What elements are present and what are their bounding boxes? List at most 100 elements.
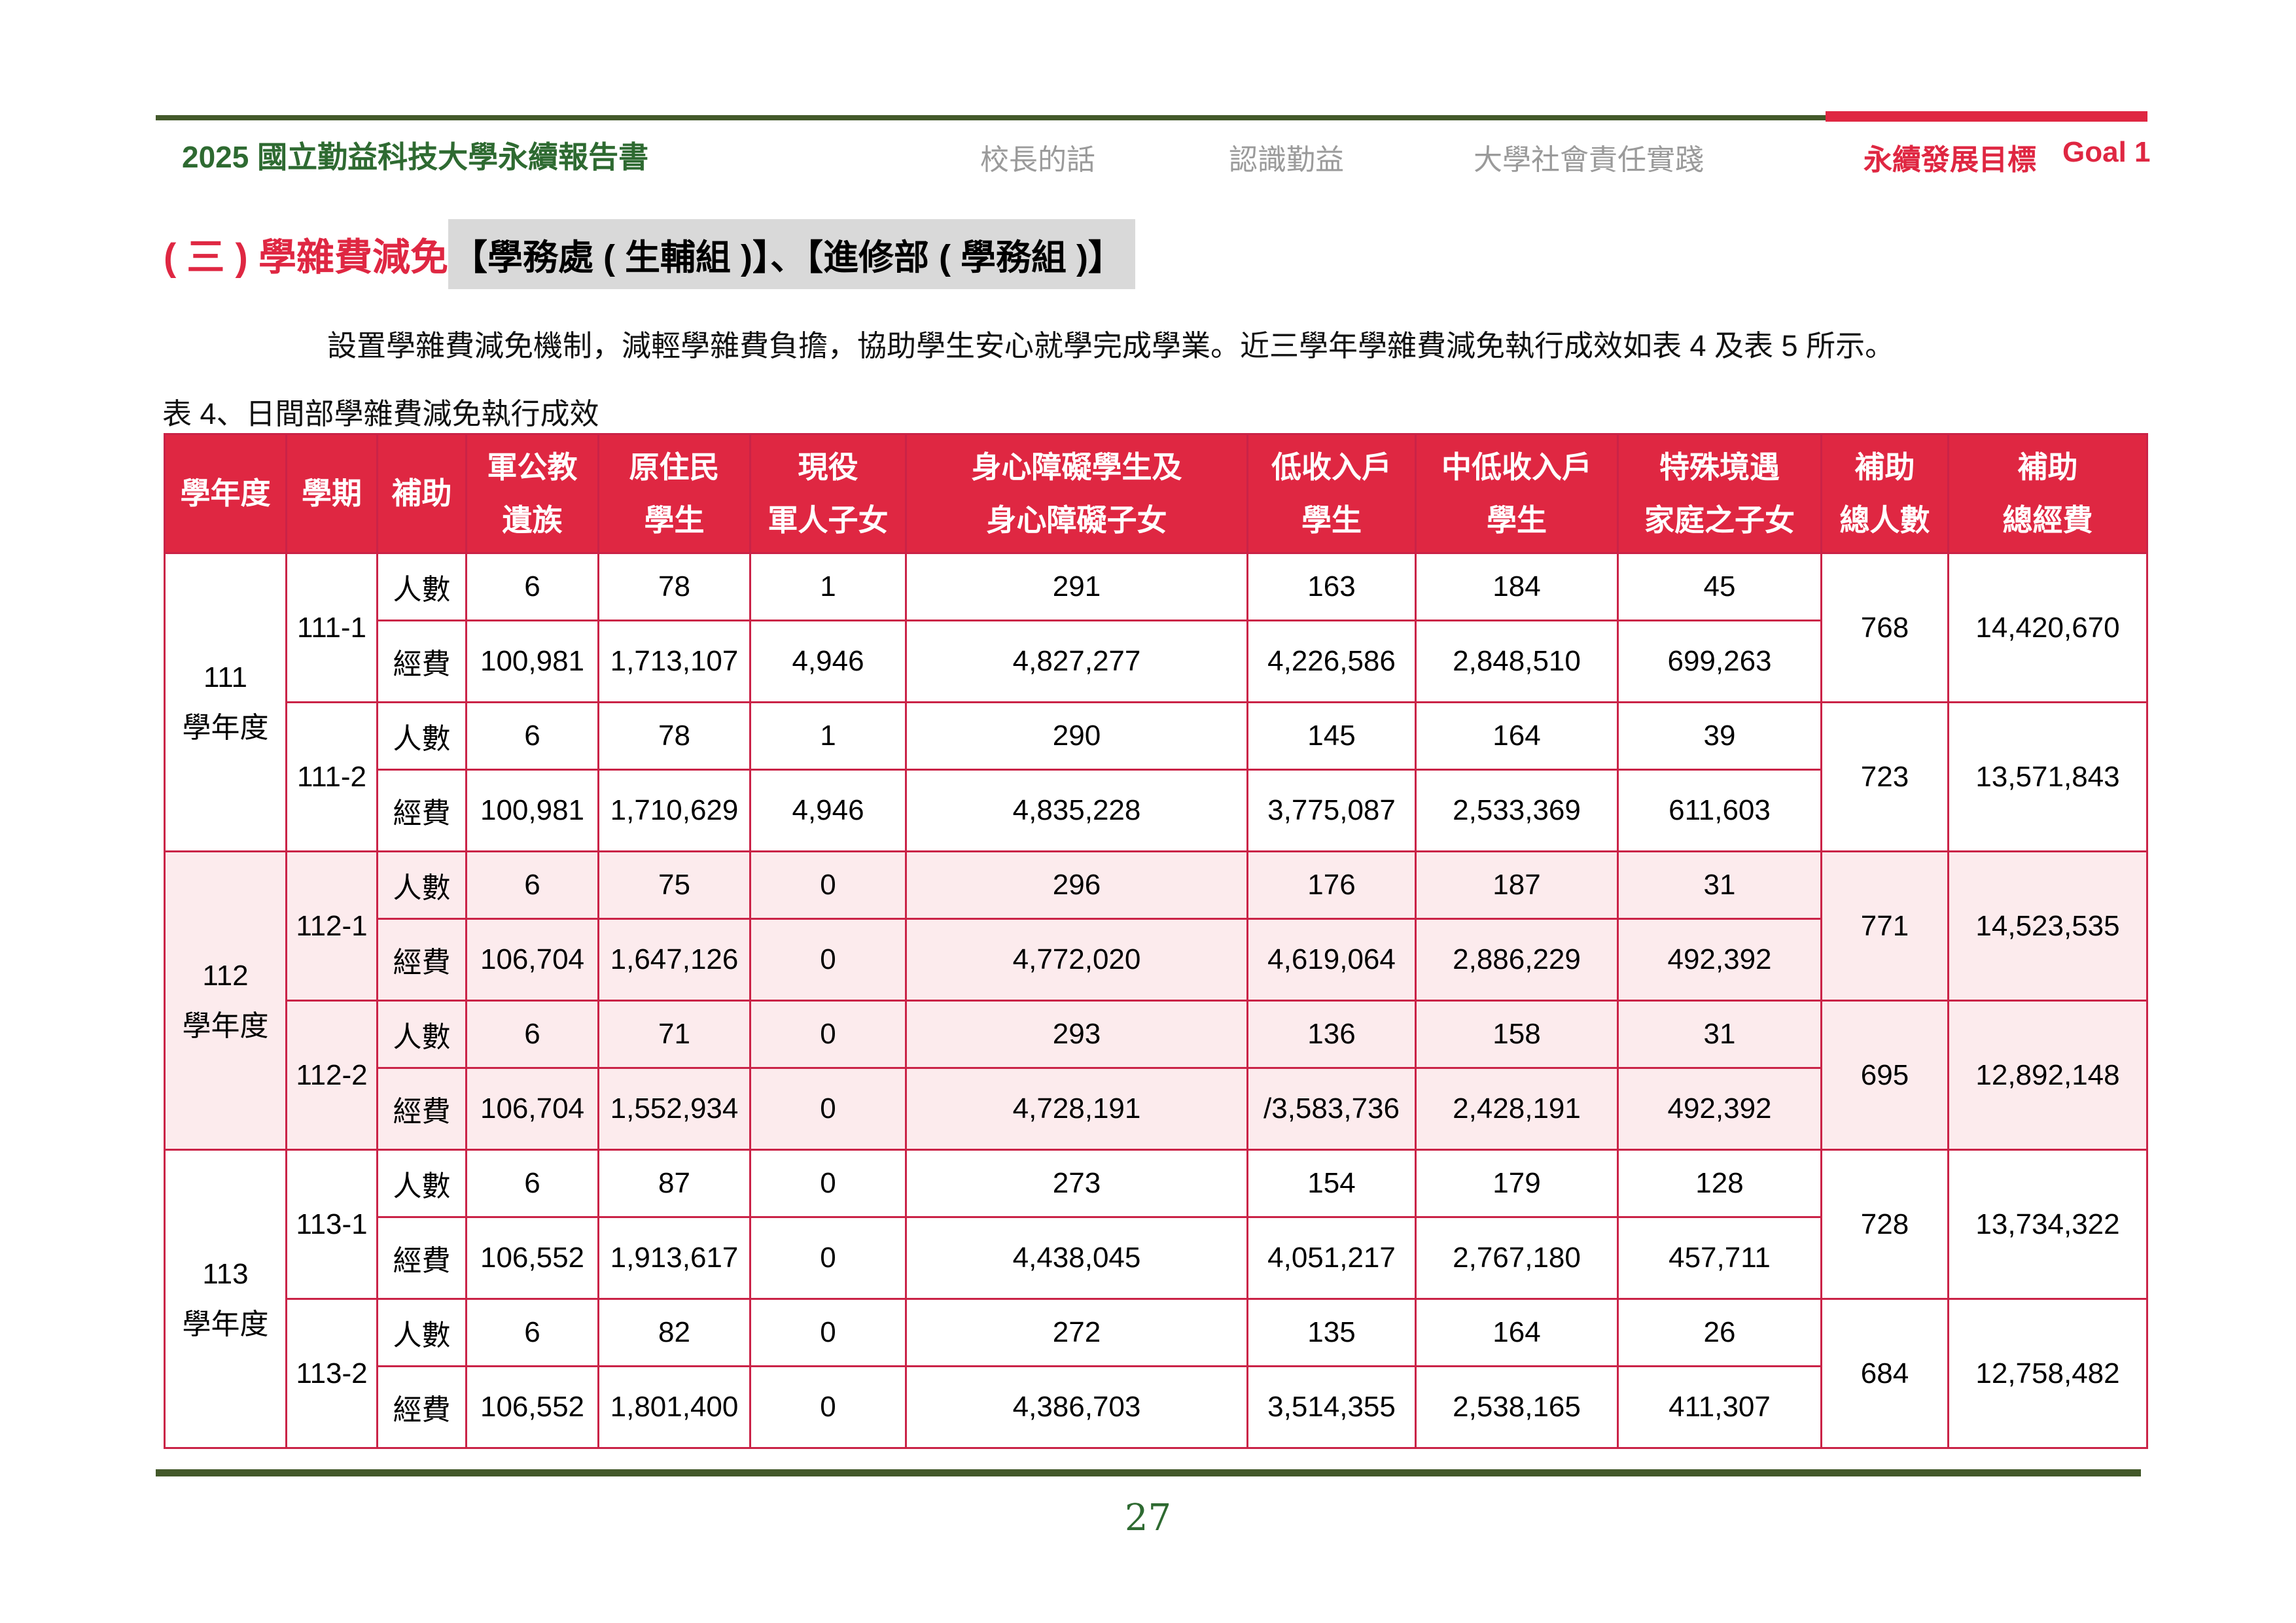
col-header-3: 補助 [376, 433, 467, 554]
value-cell: 2,428,191 [1415, 1067, 1619, 1151]
value-cell: 0 [749, 1365, 907, 1449]
col-header-12: 補助 總經費 [1947, 433, 2148, 554]
value-cell: 176 [1246, 850, 1417, 920]
table-row: 經費 100,981 1,713,107 4,946 4,827,277 4,226,58… [165, 620, 2147, 703]
total-funds-cell: 13,734,322 [1947, 1149, 2148, 1300]
value-cell: 164 [1415, 701, 1619, 771]
section-heading: ( 三 ) 學雜費減免 【學務處 ( 生輔組 )】、【進修部 ( 學務組 )】 [164, 216, 1135, 292]
value-cell: 6 [465, 701, 599, 771]
value-cell: 1,713,107 [597, 620, 751, 703]
header-rule-green [156, 115, 1826, 120]
value-cell: 296 [905, 850, 1248, 920]
nav-item-principal-message[interactable]: 校長的話 [980, 144, 1095, 176]
report-title: 2025 國立勤益科技大學永續報告書 [182, 140, 649, 174]
value-cell: 6 [465, 1000, 599, 1069]
table4-head: 學年度 學期 補助 軍公教 遺族 原住民 學生 現役 軍人子女 身心障礙學生及 身心障礙子女 低收入戶… [164, 433, 2148, 554]
table-row: 經費 106,552 1,801,400 0 4,386,703 3,514,355 2,5… [165, 1365, 2147, 1449]
nav-item-usr[interactable]: 大學社會責任實踐 [1474, 144, 1704, 176]
value-cell: 0 [749, 1298, 907, 1367]
row-label-cell: 人數 [376, 701, 467, 771]
value-cell: 71 [597, 1000, 751, 1069]
value-cell: 2,538,165 [1415, 1365, 1619, 1449]
value-cell: 1 [749, 552, 907, 621]
value-cell: 2,848,510 [1415, 620, 1619, 703]
value-cell: 100,981 [465, 769, 599, 852]
table4-body: 111 學年度 111-1 人數 6 78 1 291 163 184 45 768 14,420,67… [164, 552, 2148, 1449]
value-cell: 82 [597, 1298, 751, 1367]
value-cell: 106,552 [465, 1365, 599, 1449]
total-people-cell: 768 [1820, 552, 1949, 703]
total-people-cell: 723 [1820, 701, 1949, 852]
nav-item-goal1[interactable]: Goal 1 [2062, 136, 2151, 168]
value-cell: 4,946 [749, 769, 907, 852]
value-cell: 26 [1617, 1298, 1822, 1367]
col-header-9: 中低收入戶 學生 [1415, 433, 1619, 554]
total-funds-cell: 13,571,843 [1947, 701, 2148, 852]
row-label-cell: 經費 [376, 1067, 467, 1151]
page-number: 27 [1124, 1497, 1172, 1539]
row-label-cell: 人數 [376, 1298, 467, 1367]
table-row: 113-2 人數 6 82 0 272 135 164 26 684 12,758,482 [165, 1298, 2148, 1449]
year-cell: 112 學年度 [164, 850, 287, 1151]
value-cell: 293 [905, 1000, 1248, 1069]
value-cell: 184 [1415, 552, 1619, 621]
value-cell: 87 [597, 1149, 751, 1218]
term-cell: 112-1 [285, 850, 378, 1002]
value-cell: 3,775,087 [1246, 769, 1417, 852]
table-row: 112-2 人數 6 71 0 293 136 158 31 695 12,892,148 [165, 1000, 2148, 1151]
value-cell: 6 [465, 1298, 599, 1367]
value-cell: 291 [905, 552, 1248, 621]
row-label-cell: 人數 [376, 1000, 467, 1069]
value-cell: 411,307 [1617, 1365, 1822, 1449]
table-row: 經費 100,981 1,710,629 4,946 4,835,228 3,775,08… [165, 769, 2147, 852]
nav-item-sdgs-active[interactable]: 永續發展目標 [1863, 144, 2036, 176]
value-cell: 4,827,277 [905, 620, 1248, 703]
col-header-2: 學期 [285, 433, 378, 554]
col-header-5: 原住民 學生 [597, 433, 751, 554]
row-label-cell: 經費 [376, 769, 467, 852]
value-cell: 2,533,369 [1415, 769, 1619, 852]
header-rule-red-active [1826, 111, 2147, 122]
value-cell: 163 [1246, 552, 1417, 621]
value-cell: 6 [465, 1149, 599, 1218]
value-cell: 4,946 [749, 620, 907, 703]
value-cell: 158 [1415, 1000, 1619, 1069]
col-header-8: 低收入戶 學生 [1246, 433, 1417, 554]
table-row: 經費 106,552 1,913,617 0 4,438,045 4,051,217 2,7… [165, 1216, 2147, 1300]
col-header-10: 特殊境遇 家庭之子女 [1617, 433, 1822, 554]
table-row: 111 學年度 111-1 人數 6 78 1 291 163 184 45 768 14,420,67… [164, 552, 2148, 852]
value-cell: 611,603 [1617, 769, 1822, 852]
row-label-cell: 人數 [376, 552, 467, 621]
term-cell: 113-1 [285, 1149, 378, 1300]
value-cell: 0 [749, 918, 907, 1002]
value-cell: 106,704 [465, 1067, 599, 1151]
value-cell: 106,552 [465, 1216, 599, 1300]
value-cell: 0 [749, 1149, 907, 1218]
value-cell: 31 [1617, 850, 1822, 920]
value-cell: 1,913,617 [597, 1216, 751, 1300]
value-cell: 1 [749, 701, 907, 771]
value-cell: 0 [749, 1000, 907, 1069]
row-label-cell: 經費 [376, 918, 467, 1002]
value-cell: 0 [749, 1216, 907, 1300]
value-cell: 145 [1246, 701, 1417, 771]
value-cell: 492,392 [1617, 1067, 1822, 1151]
value-cell: 4,772,020 [905, 918, 1248, 1002]
value-cell: 4,226,586 [1246, 620, 1417, 703]
value-cell: 1,552,934 [597, 1067, 751, 1151]
term-cell: 111-1 [285, 552, 378, 703]
value-cell: 4,728,191 [905, 1067, 1248, 1151]
value-cell: 272 [905, 1298, 1248, 1367]
value-cell: 179 [1415, 1149, 1619, 1218]
total-people-cell: 695 [1820, 1000, 1949, 1151]
total-funds-cell: 12,892,148 [1947, 1000, 2148, 1151]
value-cell: 39 [1617, 701, 1822, 771]
term-cell: 112-2 [285, 1000, 378, 1151]
value-cell: 75 [597, 850, 751, 920]
nav-item-about[interactable]: 認識勤益 [1229, 144, 1344, 176]
total-funds-cell: 12,758,482 [1947, 1298, 2148, 1449]
value-cell: 100,981 [465, 620, 599, 703]
value-cell: 290 [905, 701, 1248, 771]
row-label-cell: 人數 [376, 850, 467, 920]
